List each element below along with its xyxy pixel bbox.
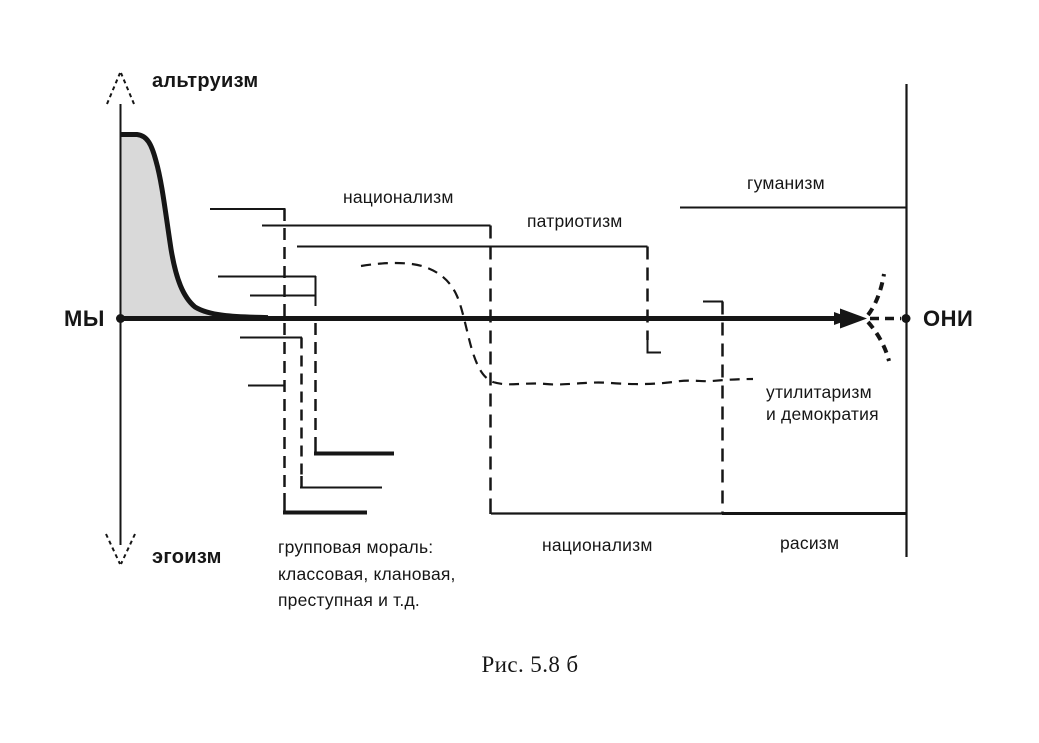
zone-label-group-morality-line1: групповая мораль: xyxy=(278,537,434,557)
left-double-bracket xyxy=(218,275,394,456)
zone-label-utilitarianism-line1: утилитаризм xyxy=(766,382,872,402)
we-they-axis xyxy=(116,273,911,362)
below-axis-bracket xyxy=(240,336,382,489)
zone-label-racism: расизм xyxy=(780,533,840,553)
zone-label-group-morality: групповая мораль: классовая, клановая, п… xyxy=(278,534,456,614)
zone-label-group-morality-line2: классовая, клановая, xyxy=(278,563,456,584)
zone-label-nationalism-top: национализм xyxy=(343,187,454,207)
axis-label-they: ОНИ xyxy=(923,306,974,331)
utilitarianism-bracket xyxy=(703,300,724,513)
patriotism-bracket xyxy=(297,245,661,354)
nationalism-top-wide-bracket xyxy=(262,224,492,514)
vertical-axis xyxy=(105,72,136,565)
zone-label-utilitarianism-line2: и демократия xyxy=(766,404,879,424)
axis-label-we: МЫ xyxy=(64,306,105,331)
altruism-curve xyxy=(120,132,269,321)
zone-label-utilitarianism: утилитаризм и демократия xyxy=(766,381,879,425)
decline-dashed-curve xyxy=(360,261,754,386)
origin-dot xyxy=(116,314,125,323)
axis-arrow-right-icon xyxy=(834,273,901,362)
axis-label-egoism: эгоизм xyxy=(152,546,222,568)
nationalism-top-bracket xyxy=(210,208,367,515)
axis-arrow-down-icon xyxy=(105,533,136,565)
axis-arrow-up-icon xyxy=(106,72,135,105)
zone-label-patriotism: патриотизм xyxy=(527,211,623,231)
zone-label-humanism: гуманизм xyxy=(747,173,825,193)
zone-label-group-morality-line3: преступная и т.д. xyxy=(278,590,420,610)
altruism-curve-fill xyxy=(120,134,268,318)
axis-label-altruism: альтруизм xyxy=(152,70,259,92)
zone-label-nationalism-bottom: национализм xyxy=(542,535,653,555)
figure-caption: Рис. 5.8 б xyxy=(481,652,579,677)
